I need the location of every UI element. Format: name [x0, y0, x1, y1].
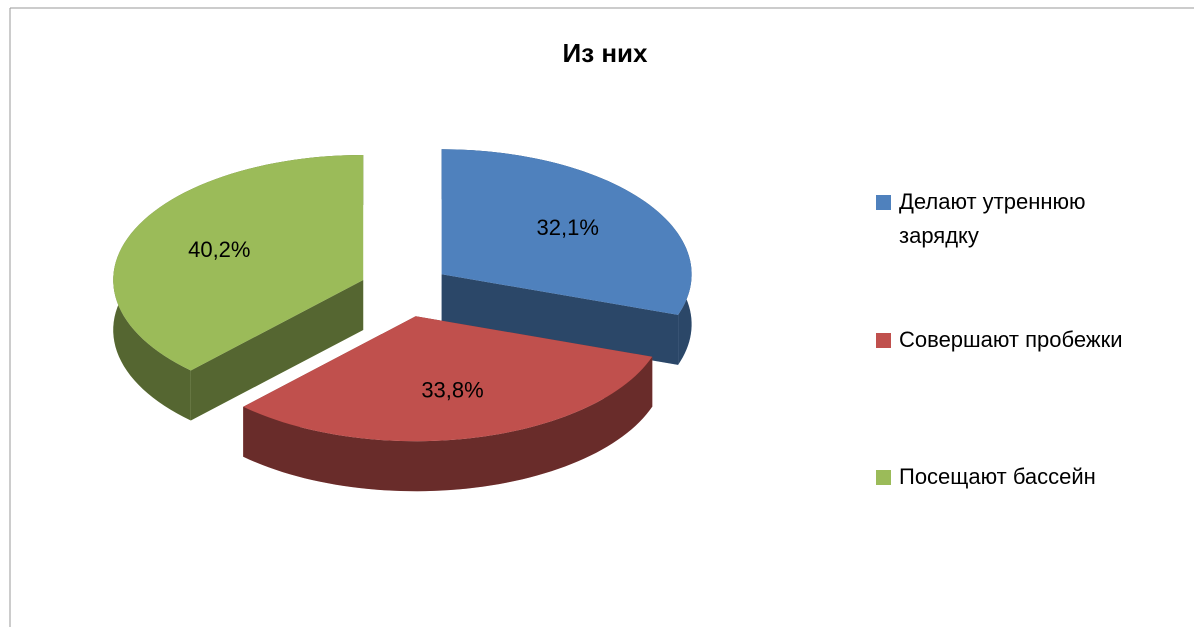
legend-swatch [876, 470, 891, 485]
slice-side [243, 356, 653, 492]
legend-item: Посещают бассейн [876, 460, 1176, 494]
data-label: 32,1% [537, 215, 599, 240]
legend-label: Посещают бассейн [899, 464, 1096, 489]
chart-title: Из них [563, 38, 649, 68]
legend-label: Делают утреннюю зарядку [899, 189, 1086, 248]
slice-side [190, 279, 364, 421]
slice-side [441, 274, 679, 365]
data-label: 33,8% [421, 377, 483, 402]
slice [441, 149, 692, 315]
legend-swatch [876, 333, 891, 348]
slice-side-shade [441, 274, 679, 365]
slice [243, 316, 653, 442]
legend-label: Совершают пробежки [899, 327, 1123, 352]
data-label: 40,2% [188, 237, 250, 262]
slice-side-shade [243, 356, 653, 492]
slice [113, 154, 364, 371]
legend-item: Совершают пробежки [876, 323, 1176, 357]
slice-side-shade [190, 279, 364, 421]
legend-item: Делают утреннюю зарядку [876, 185, 1176, 253]
legend-swatch [876, 195, 891, 210]
